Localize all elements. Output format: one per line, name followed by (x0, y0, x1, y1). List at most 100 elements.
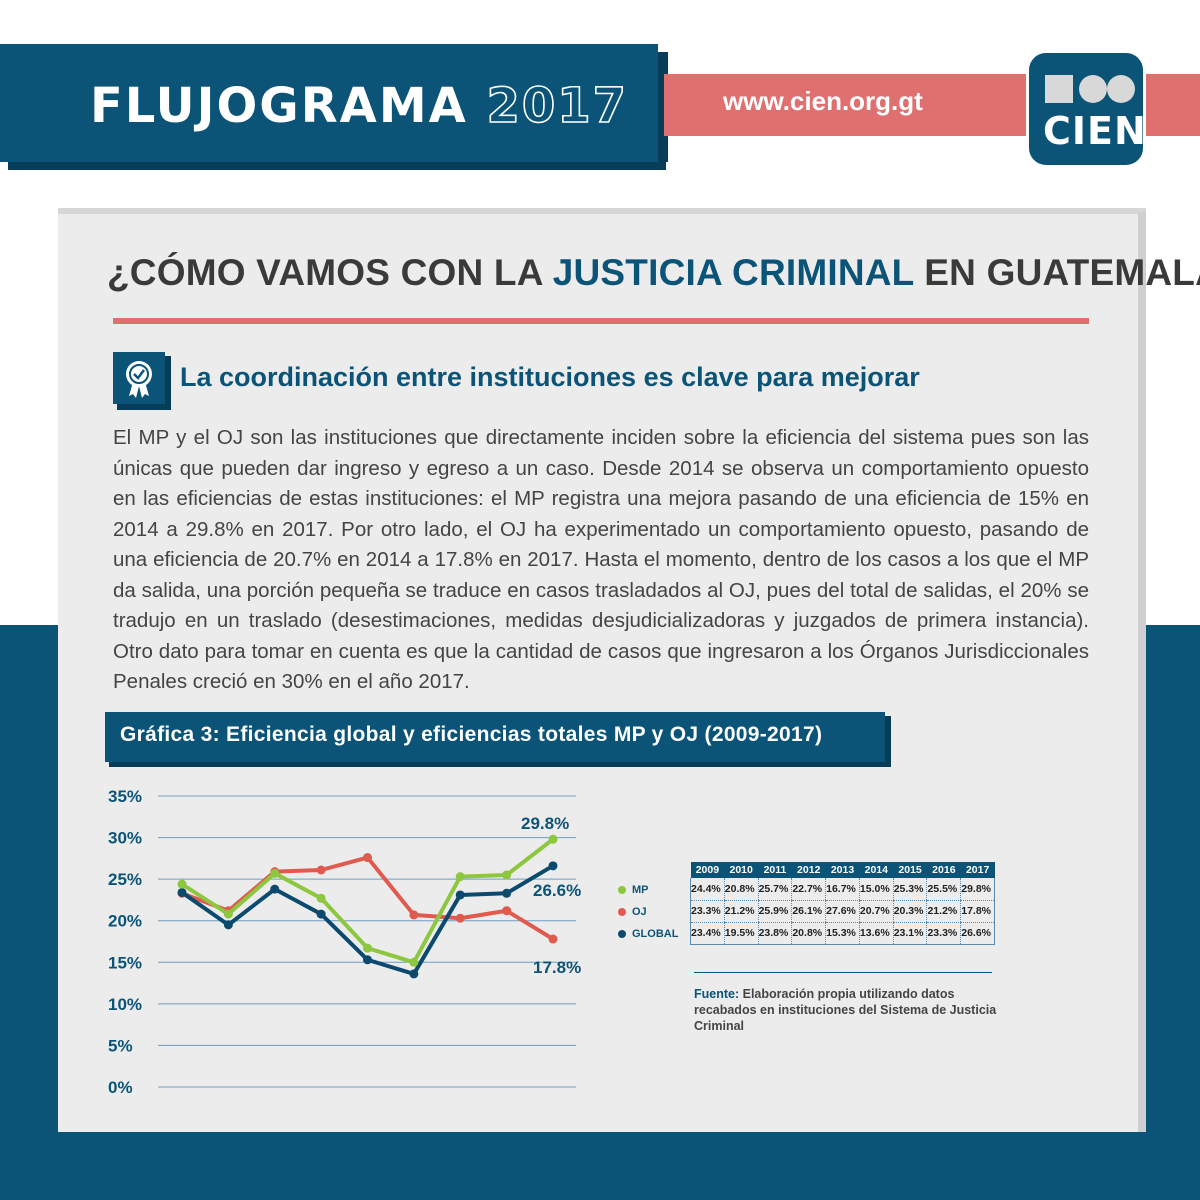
data-point-oj (409, 910, 419, 920)
table-body: 24.4% 20.8% 25.7% 22.7% 16.7% 15.0% 25.3% 25.5%… (690, 878, 996, 945)
data-point-mp (455, 872, 465, 882)
card-shadow-side (1138, 212, 1146, 1132)
series-line-oj (181, 855, 555, 941)
table-cell: 20.8% (723, 878, 759, 901)
table-cell: 20.7% (858, 900, 894, 923)
table-cell: 26.6% (960, 922, 996, 945)
table-cell: 15.3% (825, 922, 860, 945)
y-tick-label: 10% (108, 995, 142, 1014)
source-text: Elaboración propia utilizando datos reca… (694, 987, 997, 1033)
legend-swatch (618, 886, 626, 895)
table-year-header: 2011 (758, 862, 792, 878)
end-value-label-mp: 29.8% (521, 814, 569, 833)
chart-title-shadow-bottom (109, 762, 891, 767)
logo-text: CIEN (1043, 109, 1147, 153)
source-label: Fuente: (694, 987, 740, 1001)
data-point-mp (316, 893, 326, 903)
y-tick-label: 35% (108, 787, 142, 806)
header-banner (0, 44, 658, 162)
y-tick-label: 15% (108, 953, 142, 972)
award-ribbon-icon (113, 352, 165, 404)
data-point-mp (548, 834, 558, 844)
data-point-global (177, 887, 187, 897)
data-point-global (316, 909, 326, 919)
table-cell: 23.1% (892, 922, 927, 945)
table-row: 24.4% 20.8% 25.7% 22.7% 16.7% 15.0% 25.3% 25.5%… (690, 878, 996, 901)
section-subtitle: La coordinación entre instituciones es c… (180, 362, 920, 392)
source-divider (694, 972, 992, 973)
y-tick-label: 0% (108, 1078, 133, 1097)
badge-shadow-bottom (117, 404, 171, 410)
legend-item: OJ (618, 906, 647, 928)
page-title-part1: ¿CÓMO VAMOS CON LA (107, 252, 553, 293)
data-point-oj (363, 853, 372, 863)
table-cell: 22.7% (791, 878, 826, 901)
data-point-mp (270, 868, 280, 878)
legend-swatch (618, 908, 626, 917)
badge-shadow (165, 356, 171, 408)
page-title-highlight: JUSTICIA CRIMINAL (552, 252, 914, 293)
chart-title-banner (105, 712, 885, 762)
header-banner-shadow (658, 52, 668, 162)
table-row: 23.4% 19.5% 23.8% 20.8% 15.3% 13.6% 23.1% 23.3%… (690, 922, 996, 945)
table-cell: 23.4% (690, 922, 725, 945)
header-banner-shadow-bottom (8, 162, 666, 170)
data-point-oj (548, 934, 558, 944)
legend-swatch (618, 930, 626, 939)
end-value-label-global: 26.6% (533, 881, 581, 900)
legend-label: MP (632, 884, 649, 897)
table-cell: 26.1% (791, 900, 826, 923)
legend-label: OJ (632, 906, 647, 919)
header-title-year: 2017 (486, 77, 629, 135)
table-cell: 21.2% (723, 900, 759, 923)
data-point-mp (502, 870, 512, 880)
header-title-word: FLUJOGRAMA (90, 78, 468, 134)
content-card (58, 214, 1138, 1132)
table-cell: 20.3% (892, 900, 927, 923)
chart-title-shadow (885, 716, 891, 766)
table-header-row: 2009 2010 2011 2012 2013 2014 2015 2016 2017 (690, 862, 995, 878)
table-cell: 17.8% (960, 900, 996, 923)
data-point-global (409, 969, 419, 979)
table-cell: 25.5% (926, 878, 961, 901)
source-note: Fuente: Elaboración propia utilizando da… (694, 986, 1004, 1034)
website-link[interactable]: www.cien.org.gt (723, 86, 923, 116)
data-point-global (223, 920, 233, 930)
table-year-header: 2012 (791, 862, 826, 878)
y-tick-label: 5% (108, 1036, 133, 1055)
y-tick-label: 20% (108, 912, 142, 931)
legend-item: GLOBAL (618, 928, 678, 950)
table-year-header: 2016 (926, 862, 961, 878)
title-divider (113, 318, 1089, 324)
data-point-global (363, 955, 372, 965)
table-cell: 29.8% (960, 878, 996, 901)
table-cell: 20.8% (791, 922, 826, 945)
table-year-header: 2015 (893, 862, 927, 878)
table-cell: 25.7% (757, 878, 792, 901)
table-cell: 15.0% (858, 878, 894, 901)
table-year-header: 2009 (690, 862, 725, 878)
table-cell: 27.6% (825, 900, 860, 923)
table-cell: 19.5% (723, 922, 759, 945)
chart-title: Gráfica 3: Eficiencia global y eficienci… (120, 723, 823, 746)
table-year-header: 2013 (825, 862, 860, 878)
page-title-part2: EN GUATEMALA? (924, 252, 1200, 293)
table-cell: 16.7% (825, 878, 860, 901)
table-row: 23.3% 21.2% 25.9% 26.1% 27.6% 20.7% 20.3% 21.2%… (690, 900, 996, 923)
data-point-mp (223, 909, 233, 919)
y-tick-label: 25% (108, 870, 142, 889)
logo-circle-mark (1107, 75, 1135, 103)
end-value-label-oj: 17.8% (533, 958, 581, 977)
card-shadow-top (58, 208, 1146, 216)
table-cell: 23.3% (690, 900, 725, 923)
header-title: FLUJOGRAMA 2017 (90, 77, 629, 135)
table-cell: 13.6% (858, 922, 894, 945)
data-point-global (455, 890, 465, 900)
body-paragraph: El MP y el OJ son las instituciones que … (113, 426, 1089, 693)
table-cell: 25.3% (892, 878, 927, 901)
table-year-header: 2017 (960, 862, 995, 878)
table-year-header: 2010 (724, 862, 759, 878)
data-point-global (502, 888, 512, 898)
data-point-global (270, 884, 280, 894)
